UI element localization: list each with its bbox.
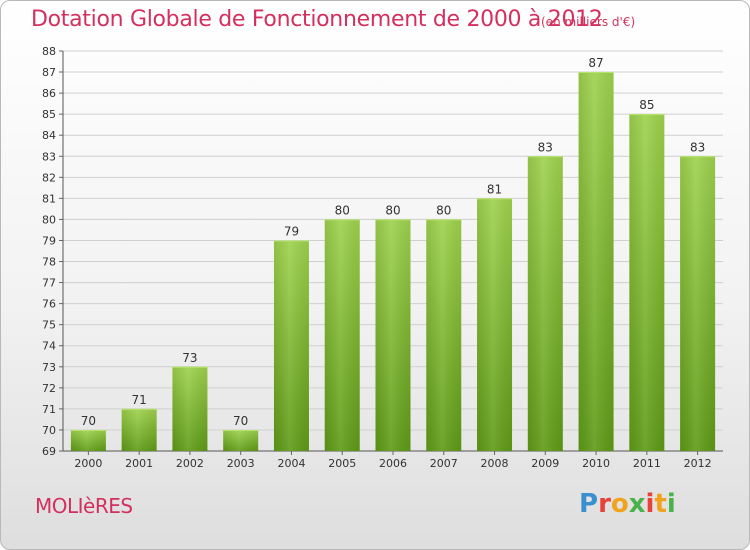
- value-label: 70: [81, 414, 96, 428]
- y-tick-label: 83: [42, 150, 56, 163]
- value-label: 73: [182, 351, 197, 365]
- bar-shading: [426, 219, 462, 451]
- value-label: 80: [335, 203, 350, 217]
- bar-shading: [680, 156, 716, 451]
- bar-shading: [273, 240, 309, 451]
- commune-name: MOLIèRES: [35, 494, 133, 518]
- x-tick-label: 2005: [328, 457, 356, 470]
- y-tick-label: 80: [42, 213, 56, 226]
- y-tick-label: 87: [42, 66, 56, 79]
- x-tick-label: 2007: [430, 457, 458, 470]
- bar-shading: [578, 72, 614, 451]
- y-tick-label: 88: [42, 45, 56, 58]
- value-label: 85: [639, 98, 654, 112]
- labels: 70 71 73 70 79 80 80 80 81 83 87 85 83: [81, 56, 706, 428]
- value-label: 80: [436, 203, 451, 217]
- value-label: 81: [487, 182, 502, 196]
- x-tick-label: 2001: [125, 457, 153, 470]
- value-label: 70: [233, 414, 248, 428]
- value-label: 87: [588, 56, 603, 70]
- chart-title: Dotation Globale de Fonctionnement de 20…: [31, 7, 603, 32]
- y-tick-label: 86: [42, 87, 56, 100]
- y-tick-label: 73: [42, 361, 56, 374]
- bar-shading: [121, 408, 157, 451]
- y-tick-label: 71: [42, 403, 56, 416]
- x-tick-label: 2004: [277, 457, 305, 470]
- value-label: 83: [690, 140, 705, 154]
- y-tick-label: 85: [42, 108, 56, 121]
- y-tick-label: 70: [42, 424, 56, 437]
- x-tick-label: 2011: [633, 457, 661, 470]
- bar-shading: [527, 156, 563, 451]
- y-tick-label: 77: [42, 277, 56, 290]
- bar-shading: [375, 219, 411, 451]
- y-tick-label: 84: [42, 129, 56, 142]
- proxiti-logo: Proxiti: [579, 489, 676, 519]
- x-tick-label: 2003: [227, 457, 255, 470]
- y-tick-label: 79: [42, 234, 56, 247]
- y-tick-label: 82: [42, 171, 56, 184]
- value-label: 71: [132, 393, 147, 407]
- bar-shading: [223, 429, 259, 451]
- bar-shading: [477, 198, 513, 451]
- x-tick-label: 2002: [176, 457, 204, 470]
- x-tick-label: 2008: [481, 457, 509, 470]
- chart-subtitle: (en milliers d'€): [541, 15, 636, 29]
- value-label: 80: [385, 203, 400, 217]
- x-tick-label: 2010: [582, 457, 610, 470]
- value-label: 83: [538, 140, 553, 154]
- bar-shading: [70, 429, 106, 451]
- x-tick-label: 2009: [531, 457, 559, 470]
- bar-shading: [172, 366, 208, 451]
- bar-shading: [629, 114, 665, 451]
- y-tick-label: 78: [42, 256, 56, 269]
- y-tick-label: 75: [42, 319, 56, 332]
- bars: [70, 72, 716, 451]
- y-tick-label: 72: [42, 382, 56, 395]
- value-label: 79: [284, 224, 299, 238]
- x-tick-label: 2012: [684, 457, 712, 470]
- y-tick-label: 69: [42, 445, 56, 458]
- x-tick-label: 2000: [74, 457, 102, 470]
- y-tick-label: 81: [42, 192, 56, 205]
- bar-shading: [324, 219, 360, 451]
- y-tick-label: 76: [42, 298, 56, 311]
- y-tick-label: 74: [42, 340, 56, 353]
- x-tick-label: 2006: [379, 457, 407, 470]
